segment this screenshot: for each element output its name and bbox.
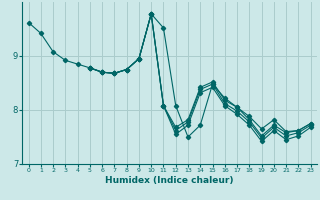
X-axis label: Humidex (Indice chaleur): Humidex (Indice chaleur) bbox=[105, 176, 234, 185]
